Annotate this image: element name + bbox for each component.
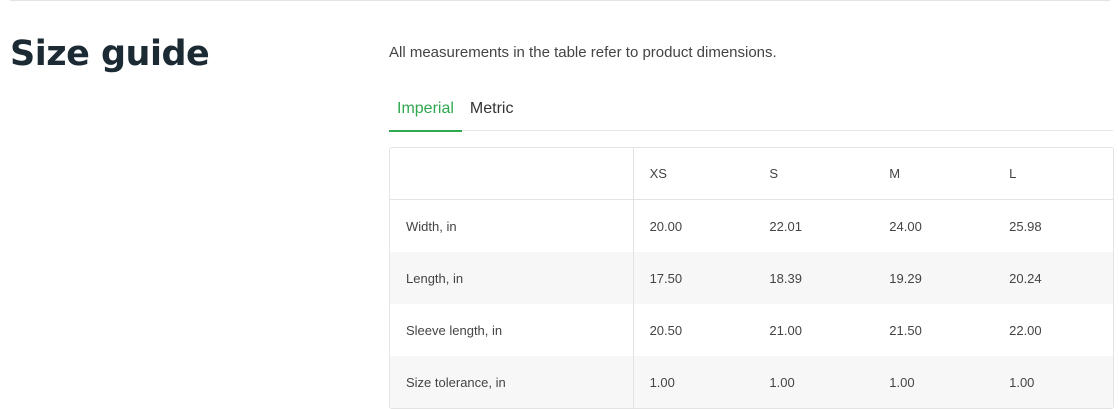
measurement-value: 19.29 bbox=[873, 252, 994, 304]
measurement-value: 18.39 bbox=[753, 252, 874, 304]
top-divider bbox=[10, 0, 1110, 1]
size-column-header[interactable]: L bbox=[993, 148, 1113, 200]
tab-metric[interactable]: Metric bbox=[469, 100, 514, 117]
table-row: Length, in 17.50 18.39 19.29 20.24 bbox=[390, 252, 1113, 304]
measurement-value: 1.00 bbox=[993, 356, 1113, 408]
size-column-header[interactable]: XS bbox=[633, 148, 754, 200]
measurement-value: 22.00 bbox=[1009, 322, 1042, 338]
measurement-value: 24.00 bbox=[889, 218, 922, 234]
tab-imperial[interactable]: Imperial bbox=[389, 92, 462, 132]
measurement-value: 17.50 bbox=[633, 252, 754, 304]
measurement-value: 21.50 bbox=[889, 322, 922, 338]
measurement-label: Width, in bbox=[390, 200, 634, 252]
measurement-value: 20.24 bbox=[993, 252, 1113, 304]
table-row: Size tolerance, in 1.00 1.00 1.00 1.00 bbox=[390, 356, 1113, 408]
table-row: Sleeve length, in 20.50 21.00 21.50 22.00 bbox=[390, 304, 1113, 356]
table-row: Width, in 20.00 22.01 24.00 25.98 bbox=[390, 200, 1113, 252]
measurement-value: 1.00 bbox=[633, 356, 754, 408]
measurement-value: 25.98 bbox=[1009, 218, 1042, 234]
table-header-row: XS S M L bbox=[390, 148, 1113, 200]
measurement-label: Size tolerance, in bbox=[390, 356, 634, 408]
measurement-column-header bbox=[390, 148, 634, 200]
page-title: Size guide bbox=[10, 34, 210, 74]
measurement-value: 21.00 bbox=[769, 322, 802, 338]
size-table: XS S M L Width, in 20.00 22.01 24.00 25.98 Lengt… bbox=[389, 147, 1114, 409]
measurement-value: 1.00 bbox=[873, 356, 994, 408]
size-column-header[interactable]: S bbox=[753, 148, 874, 200]
measurement-value: 20.00 bbox=[649, 218, 683, 234]
measurement-value: 20.50 bbox=[649, 322, 683, 338]
measurement-value: 22.01 bbox=[769, 218, 802, 234]
size-column-header[interactable]: M bbox=[873, 148, 994, 200]
measurement-label: Length, in bbox=[390, 252, 634, 304]
measurement-label: Sleeve length, in bbox=[390, 304, 634, 356]
measurement-value: 1.00 bbox=[753, 356, 874, 408]
unit-tabs: Imperial Metric bbox=[389, 92, 1113, 132]
size-guide-description: All measurements in the table refer to p… bbox=[389, 44, 777, 61]
